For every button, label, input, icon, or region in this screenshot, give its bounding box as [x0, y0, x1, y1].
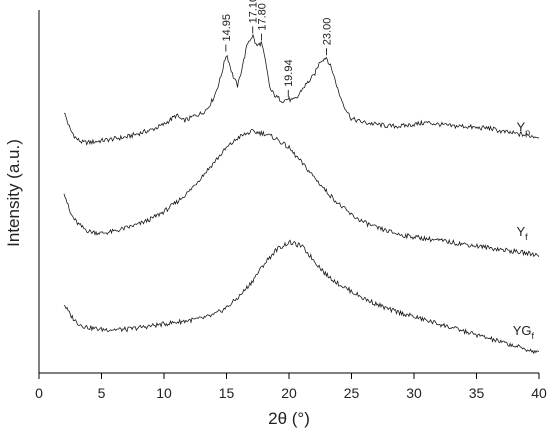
series-label-subscript: f: [525, 232, 528, 242]
series-line-Yf: [63, 128, 540, 258]
x-tick-label: 30: [406, 385, 422, 401]
x-tick-label: 20: [281, 385, 297, 401]
x-tick-label: 0: [35, 385, 43, 401]
series-label-Yf: Yf: [517, 224, 529, 242]
series-line-YGf: [63, 239, 540, 355]
series-label-subscript: p: [525, 128, 530, 138]
peak-label: 14.95: [221, 14, 233, 42]
y-axis-title: Intensity (a.u.): [4, 139, 23, 247]
x-tick-label: 5: [98, 385, 106, 401]
x-tick-label: 35: [469, 385, 485, 401]
series-label-subscript: f: [532, 331, 535, 341]
x-ticks: 0 5 10 15 20 25 30 35 40: [35, 373, 547, 401]
peak-label: 19.94: [283, 59, 295, 87]
peak-label: 17.80: [257, 3, 269, 31]
series-line-Yp: [63, 33, 540, 146]
peak-label: 17.10: [248, 0, 260, 23]
x-tick-label: 15: [219, 385, 235, 401]
series-label-YGf: YGf: [513, 323, 535, 341]
x-tick-label: 10: [156, 385, 172, 401]
x-tick-label: 40: [531, 385, 547, 401]
x-axis-title: 2θ (°): [268, 409, 310, 428]
peak-label: 23.00: [322, 18, 334, 46]
series-lines: [63, 33, 540, 355]
x-tick-label: 25: [344, 385, 360, 401]
